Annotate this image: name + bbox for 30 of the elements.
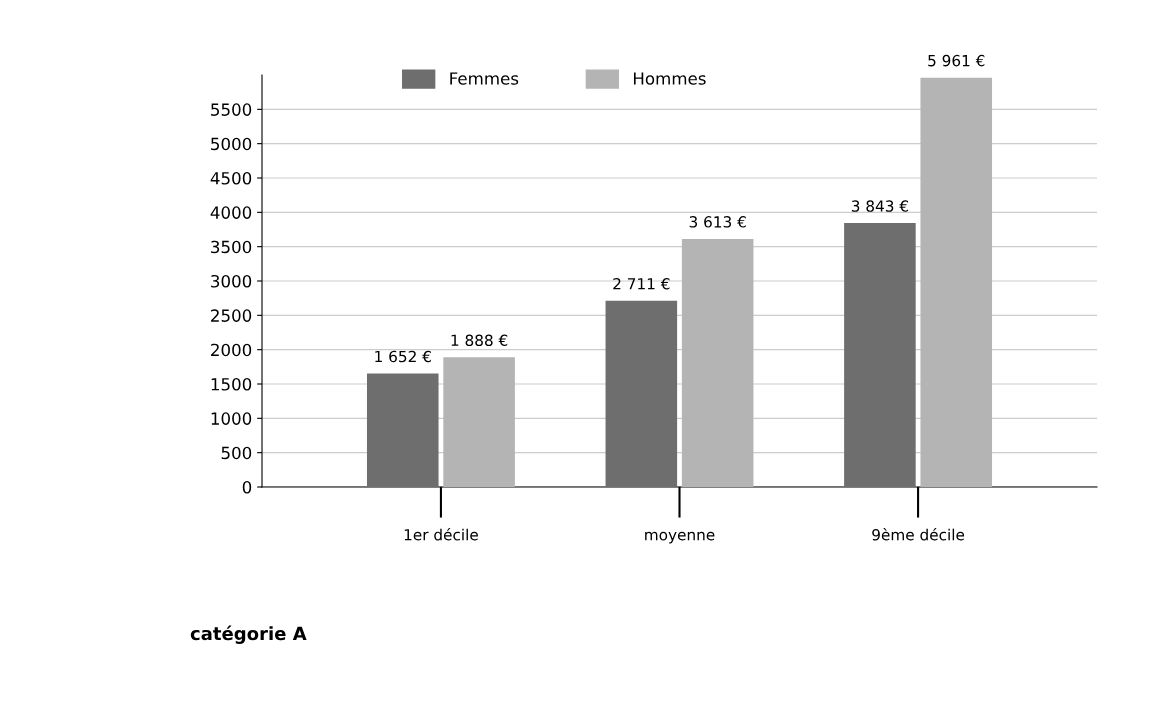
y-tick-label: 1000 xyxy=(211,412,252,425)
text: catégorie A xyxy=(190,625,307,644)
legend-label: Hommes xyxy=(633,72,706,85)
y-tick-label: 1500 xyxy=(211,377,252,391)
y-tick-label: 500 xyxy=(221,446,252,460)
bar xyxy=(366,373,439,487)
y-tick-label: 4500 xyxy=(210,171,252,185)
data-label: 1 888 € xyxy=(451,334,508,347)
y-tick-label: 2000 xyxy=(211,343,252,357)
data-label: 1 652 € xyxy=(375,350,431,363)
y-tick-label: 5500 xyxy=(211,103,252,116)
y-tick-label: 0 xyxy=(242,480,252,494)
legend-label: Femmes xyxy=(450,72,519,85)
bar xyxy=(681,238,754,487)
bar xyxy=(443,357,515,487)
x-tick-label: 9ème décile xyxy=(872,528,965,541)
x-tick-label: moyenne xyxy=(645,531,715,544)
bar xyxy=(844,223,916,487)
x-tick-label: 1er décile xyxy=(404,528,478,541)
data-label: 5 961 € xyxy=(928,54,985,67)
y-tick-label: 5000 xyxy=(211,137,252,151)
bar xyxy=(920,77,993,487)
data-label: 3 843 € xyxy=(851,200,909,212)
data-label: 2 711 € xyxy=(613,278,670,290)
bar xyxy=(605,300,678,487)
y-tick-label: 2500 xyxy=(211,309,252,322)
y-tick-label: 4000 xyxy=(210,206,252,219)
y-tick-label: 3000 xyxy=(211,274,252,288)
y-tick-label: 3500 xyxy=(211,240,252,254)
data-label: 3 613 € xyxy=(689,216,746,228)
